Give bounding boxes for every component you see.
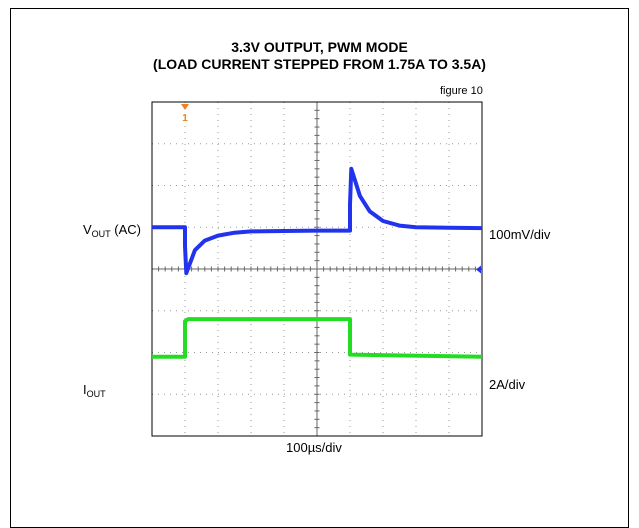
vout-label: VOUT (AC) [83,222,141,242]
time-scale-label: 100µs/div [286,440,342,455]
chart-title-line2: (LOAD CURRENT STEPPED FROM 1.75A TO 3.5A… [153,56,486,72]
oscilloscope-plot: 1 [151,101,483,437]
vout-label-sub: OUT [91,229,111,239]
ground-reference-icon [476,265,481,274]
iout-label-sub: OUT [86,389,106,399]
vout-label-suffix: (AC) [110,222,142,237]
vout-scale-label: 100mV/div [489,227,551,242]
iout-label-main: I [83,382,87,397]
vout-label-main: V [83,222,92,237]
figure-note: figure 10 [440,85,483,97]
iout-trace [152,317,483,359]
vout-trace [152,166,483,276]
chart-title-line1: 3.3V OUTPUT, PWM MODE [231,39,408,55]
iout-scale-label: 2A/div [489,377,526,392]
channel-marker-label: 1 [182,113,188,124]
plot-frame [151,101,483,437]
iout-label: IOUT [83,382,106,402]
trigger-marker-icon [181,104,189,110]
